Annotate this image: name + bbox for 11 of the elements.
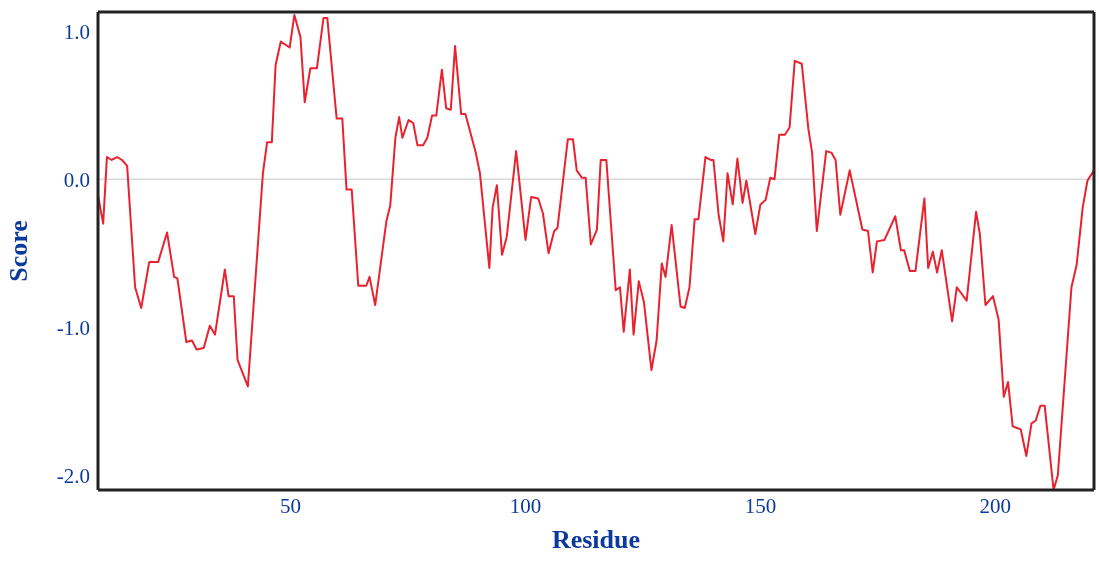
y-tick-label: -2.0: [56, 463, 90, 488]
x-tick-label: 100: [509, 493, 542, 518]
y-tick-label: 0.0: [63, 167, 90, 192]
x-tick-label: 50: [280, 493, 302, 518]
line-series: [98, 13, 1094, 490]
y-tick-label: 1.0: [63, 19, 90, 44]
x-axis-title: Residue: [551, 525, 641, 554]
x-tick-label: 200: [979, 493, 1012, 518]
y-axis-title: Score: [4, 220, 34, 282]
y-tick-label: -1.0: [56, 315, 90, 340]
x-tick-label: 150: [744, 493, 777, 518]
